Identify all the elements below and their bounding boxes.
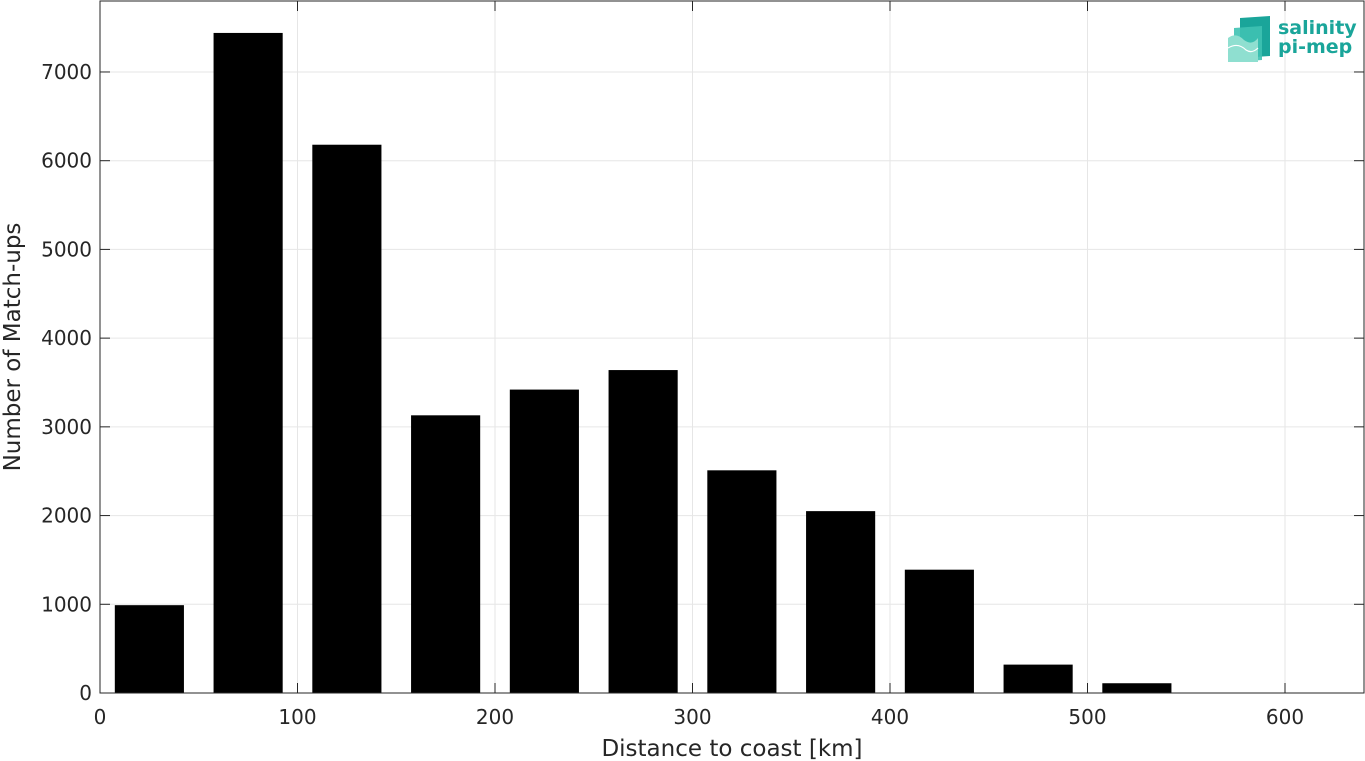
ticks	[99, 1, 1364, 694]
x-axis-label: Distance to coast [km]	[601, 736, 862, 761]
x-tick-label: 200	[476, 705, 514, 729]
bar	[904, 569, 974, 693]
bar	[1102, 683, 1172, 693]
y-tick-label: 7000	[41, 60, 92, 84]
y-tick-label: 5000	[41, 237, 92, 261]
bars	[114, 32, 1172, 693]
x-tick-label: 500	[1068, 705, 1106, 729]
logo-line-1: salinity	[1278, 17, 1357, 39]
y-tick-label: 0	[79, 681, 92, 705]
wave-icon	[1227, 16, 1270, 62]
bar	[806, 511, 876, 693]
salinity-pi-mep-logo: salinity pi-mep	[1227, 16, 1357, 62]
x-tick-label: 100	[278, 705, 316, 729]
grid-lines	[100, 1, 1364, 693]
bar	[312, 144, 382, 693]
y-tick-label: 3000	[41, 415, 92, 439]
tick-labels: 0 100 200 300 400 500 600010002000300040005000…	[41, 60, 1304, 729]
bar	[213, 32, 283, 693]
x-tick-label: 400	[871, 705, 909, 729]
bar	[608, 370, 678, 693]
x-tick-label: 600	[1266, 705, 1304, 729]
x-tick-label: 300	[673, 705, 711, 729]
y-tick-label: 1000	[41, 592, 92, 616]
bar	[114, 605, 184, 693]
y-tick-label: 2000	[41, 504, 92, 528]
logo-line-2: pi-mep	[1278, 36, 1352, 58]
x-tick-label: 0	[94, 705, 107, 729]
bar	[509, 389, 579, 693]
bar	[411, 415, 481, 693]
bar	[707, 470, 777, 693]
y-tick-label: 6000	[41, 149, 92, 173]
bar	[1003, 664, 1073, 693]
y-tick-label: 4000	[41, 326, 92, 350]
plot-frame	[99, 0, 1365, 694]
y-axis-label: Number of Match-ups	[0, 223, 26, 472]
